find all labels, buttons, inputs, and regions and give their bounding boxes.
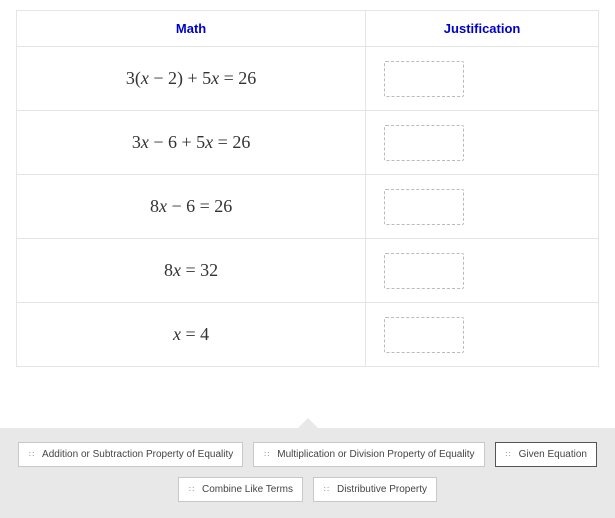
equation-cell: 3(x − 2) + 5x = 26 [17,47,366,111]
chip-label: Combine Like Terms [202,484,293,495]
proof-table: Math Justification 3(x − 2) + 5x = 26 3x… [16,10,599,367]
dropzone[interactable] [384,253,464,289]
tray-row: ∷ Combine Like Terms ∷ Distributive Prop… [10,477,605,502]
tray-row: ∷ Addition or Subtraction Property of Eq… [10,442,605,467]
dropzone[interactable] [384,61,464,97]
chip-label: Multiplication or Division Property of E… [277,449,474,460]
tray-pointer-icon [298,418,318,428]
drag-grip-icon: ∷ [263,453,271,457]
table-row: x = 4 [17,303,599,367]
header-math: Math [17,11,366,47]
drag-grip-icon: ∷ [188,488,196,492]
drag-grip-icon: ∷ [28,453,36,457]
drag-grip-icon: ∷ [505,453,513,457]
chip-label: Distributive Property [337,484,427,495]
table-row: 3(x − 2) + 5x = 26 [17,47,599,111]
chip-given-equation[interactable]: ∷ Given Equation [495,442,597,467]
equation-cell: 3x − 6 + 5x = 26 [17,111,366,175]
chip-label: Given Equation [519,449,587,460]
answer-tray: ∷ Addition or Subtraction Property of Eq… [0,428,615,518]
justification-cell [366,47,599,111]
table-row: 8x = 32 [17,239,599,303]
table-row: 3x − 6 + 5x = 26 [17,111,599,175]
header-justification: Justification [366,11,599,47]
dropzone[interactable] [384,317,464,353]
chip-multiplication-division[interactable]: ∷ Multiplication or Division Property of… [253,442,484,467]
table-row: 8x − 6 = 26 [17,175,599,239]
dropzone[interactable] [384,189,464,225]
justification-cell [366,303,599,367]
chip-combine-like-terms[interactable]: ∷ Combine Like Terms [178,477,303,502]
justification-cell [366,111,599,175]
chip-addition-subtraction[interactable]: ∷ Addition or Subtraction Property of Eq… [18,442,243,467]
chip-distributive-property[interactable]: ∷ Distributive Property [313,477,437,502]
drag-grip-icon: ∷ [323,488,331,492]
equation-cell: x = 4 [17,303,366,367]
dropzone[interactable] [384,125,464,161]
justification-cell [366,175,599,239]
equation-cell: 8x − 6 = 26 [17,175,366,239]
equation-cell: 8x = 32 [17,239,366,303]
chip-label: Addition or Subtraction Property of Equa… [42,449,233,460]
justification-cell [366,239,599,303]
answer-tray-container: ∷ Addition or Subtraction Property of Eq… [0,418,615,518]
